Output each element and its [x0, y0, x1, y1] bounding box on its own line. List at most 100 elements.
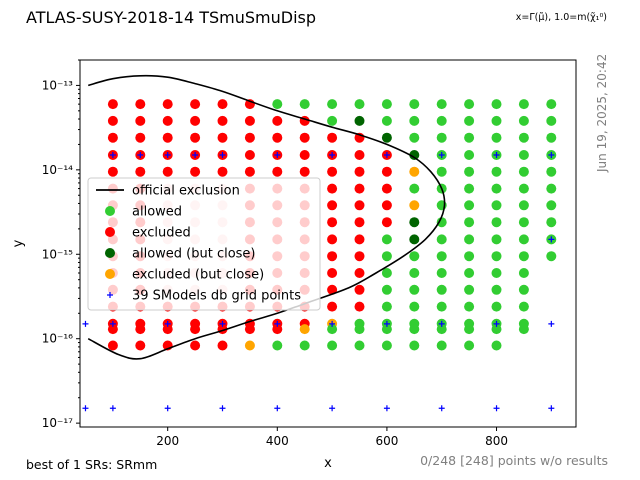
point-allowed: [327, 324, 338, 335]
point-excluded: [162, 115, 173, 126]
db-grid-point: [548, 320, 555, 327]
point-excluded: [354, 166, 365, 177]
point-allowed: [464, 115, 475, 126]
y-tick-label: 10⁻¹³: [42, 78, 73, 92]
point-allowed: [354, 340, 365, 351]
point-allowed: [381, 268, 392, 278]
db-grid-point: [192, 151, 199, 158]
point-excluded: [354, 234, 365, 245]
point-allowed: [464, 268, 475, 278]
point-excluded: [327, 284, 338, 295]
legend-label: excluded: [132, 226, 191, 241]
point-excluded: [107, 99, 118, 110]
legend-dot-swatch: [105, 269, 115, 279]
point-allowed: [546, 115, 557, 126]
point-allowed: [464, 284, 475, 295]
db-grid-point: [164, 151, 171, 158]
db-grid-point: [329, 320, 336, 327]
legend-label: 39 SModels db grid points: [132, 289, 301, 304]
legend-label: allowed: [132, 205, 182, 220]
point-allowed: [518, 234, 529, 245]
point-allowed: [381, 99, 392, 110]
point-allowed: [409, 251, 420, 262]
point-allowed: [381, 284, 392, 295]
point-allowed: [409, 324, 420, 335]
db-grid-point: [109, 320, 116, 327]
point-allowed: [436, 99, 447, 110]
point-allowed: [464, 301, 475, 312]
db-grid-point: [438, 405, 445, 412]
point-excluded: [244, 150, 255, 160]
point-excluded: [272, 324, 283, 335]
point-excluded-close: [409, 200, 420, 211]
db-grid-point: [493, 320, 500, 327]
point-allowed-close: [409, 217, 420, 228]
point-allowed: [491, 284, 502, 295]
point-allowed: [436, 234, 447, 245]
point-allowed: [464, 150, 475, 160]
db-grid-point: [219, 151, 226, 158]
point-allowed: [518, 132, 529, 143]
point-allowed: [491, 340, 502, 351]
db-grid-point: [548, 405, 555, 412]
point-excluded: [327, 166, 338, 177]
point-allowed: [381, 301, 392, 312]
point-excluded: [381, 183, 392, 194]
point-allowed: [436, 324, 447, 335]
db-grid-point: [82, 405, 89, 412]
point-excluded: [327, 301, 338, 312]
legend-label: allowed (but close): [132, 247, 256, 262]
point-excluded: [354, 284, 365, 295]
db-grid-point: [383, 151, 390, 158]
point-allowed: [464, 324, 475, 335]
axis-definition-note: x=Γ(μ̃), 1.0=m(χ̃₁⁰): [515, 12, 607, 23]
point-allowed: [464, 132, 475, 143]
legend-box: [87, 177, 321, 311]
point-allowed: [518, 200, 529, 211]
db-grid-point: [164, 320, 171, 327]
point-allowed: [546, 200, 557, 211]
point-excluded: [327, 217, 338, 228]
point-allowed: [436, 301, 447, 312]
point-excluded: [327, 132, 338, 143]
legend-dot-swatch: [105, 248, 115, 258]
legend-dot-swatch: [105, 227, 115, 237]
point-excluded: [354, 217, 365, 228]
db-grid-point: [383, 405, 390, 412]
point-allowed: [299, 340, 310, 351]
y-tick-label: 10⁻¹⁷: [42, 416, 73, 430]
point-excluded: [272, 115, 283, 126]
db-grid-point: [164, 405, 171, 412]
point-allowed: [491, 251, 502, 262]
point-allowed: [381, 324, 392, 335]
point-allowed: [518, 115, 529, 126]
chart-title: ATLAS-SUSY-2018-14 TSmuSmuDisp: [26, 8, 317, 27]
x-tick-label: 800: [485, 434, 508, 448]
point-allowed: [354, 99, 365, 110]
y-axis-label: y: [11, 239, 26, 247]
point-allowed-close: [381, 132, 392, 143]
point-excluded: [327, 251, 338, 262]
y-tick-label: 10⁻¹⁶: [42, 332, 73, 346]
point-allowed: [491, 99, 502, 110]
point-excluded: [299, 150, 310, 160]
db-grid-point: [274, 320, 281, 327]
point-allowed: [299, 99, 310, 110]
point-allowed: [491, 183, 502, 194]
point-allowed: [491, 132, 502, 143]
point-excluded: [135, 99, 146, 110]
point-excluded: [107, 324, 118, 335]
legend-label: excluded (but close): [132, 268, 264, 283]
point-allowed: [518, 217, 529, 228]
point-excluded: [381, 217, 392, 228]
point-allowed: [409, 183, 420, 194]
point-excluded: [354, 251, 365, 262]
point-allowed: [518, 150, 529, 160]
point-excluded: [354, 150, 365, 160]
point-allowed: [491, 324, 502, 335]
point-allowed: [464, 234, 475, 245]
point-allowed: [518, 301, 529, 312]
db-grid-point: [219, 405, 226, 412]
point-allowed: [272, 99, 283, 110]
point-excluded-close: [299, 324, 310, 335]
